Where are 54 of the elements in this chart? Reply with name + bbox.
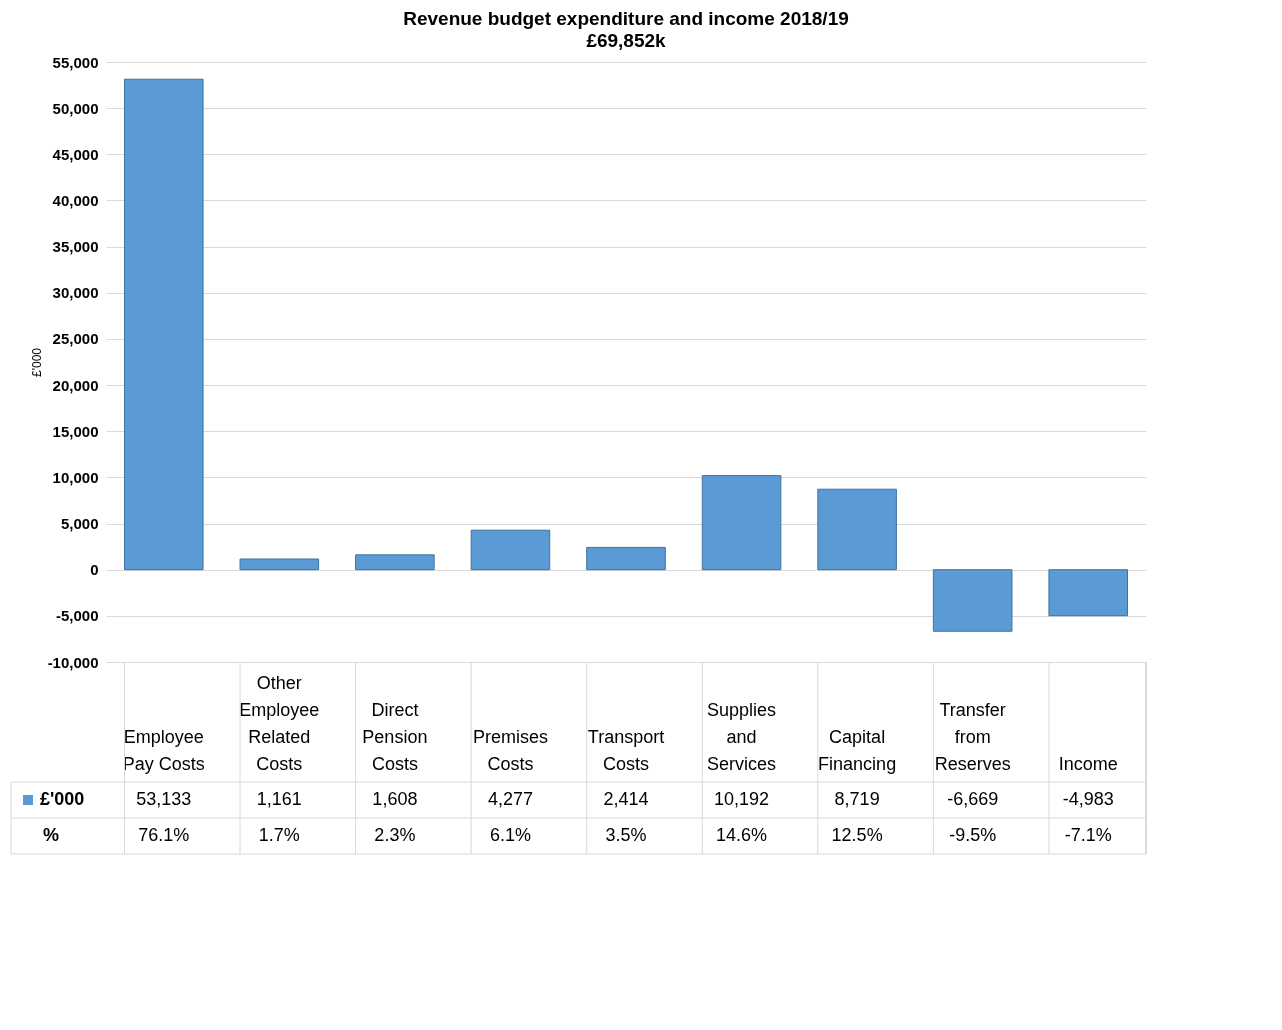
bar [123,78,204,571]
bar [355,554,435,571]
data-label: 10,192 [714,789,770,809]
text: 1.7% [258,825,300,845]
legend-label: £'000 [40,789,85,809]
data-label: 1,608 [372,789,418,809]
data-label: 53,133 [136,789,192,809]
data-label: 2,414 [603,789,649,809]
text: 3.5% [605,825,647,845]
data-label: -6,669 [947,789,999,809]
data-label: 4,277 [487,789,533,809]
chart-subtitle: £69,852k [586,30,667,51]
y-tick-label: 0 [90,561,99,579]
bar [586,546,666,571]
text: 14.6% [716,825,768,845]
y-tick-label: 45,000 [52,145,99,163]
y-tick-label: 5,000 [60,515,99,533]
text: 6.1% [489,825,531,845]
bar [817,488,897,571]
x-tick-label: Income [1058,754,1118,774]
text: % [42,825,60,845]
text: 2.3% [374,825,416,845]
x-tick-label: Capital Financing [818,727,897,774]
y-tick-label: 10,000 [52,468,99,486]
y-tick-label: 25,000 [52,330,99,348]
data-label: 1,161 [256,789,302,809]
y-tick-label: 30,000 [52,284,99,302]
x-tick-label: Transfer from Reserves [934,700,1011,774]
y-tick-label: -10,000 [47,653,99,671]
x-tick-label: Supplies and Services [707,700,777,774]
x-tick-label: Premises Costs [472,727,548,774]
text: -9.5% [949,825,997,845]
text: 12.5% [831,825,883,845]
data-label: 8,719 [834,789,880,809]
bar [1048,569,1129,617]
chart-title: Revenue budget expenditure and income 2018/19 [403,8,849,29]
text: 76.1% [138,825,190,845]
x-tick-label: Direct Pension Costs [362,700,428,774]
y-tick-label: 50,000 [52,99,99,117]
bar [701,475,782,571]
y-axis-title: £'000 [29,347,44,377]
y-tick-label: 20,000 [52,376,99,394]
text: -7.1% [1064,825,1112,845]
bar [932,569,1013,632]
y-tick-label: -5,000 [55,607,99,625]
y-tick-label: 40,000 [52,191,99,209]
data-label: -4,983 [1062,789,1114,809]
y-tick-label: 35,000 [52,238,99,256]
x-tick-label: Other Employee Related Costs [239,673,320,774]
y-tick-label: 55,000 [52,53,99,71]
x-tick-label: Transport Costs [587,727,665,774]
y-tick-label: 15,000 [52,422,99,440]
bar [470,529,551,571]
bar [239,558,320,571]
